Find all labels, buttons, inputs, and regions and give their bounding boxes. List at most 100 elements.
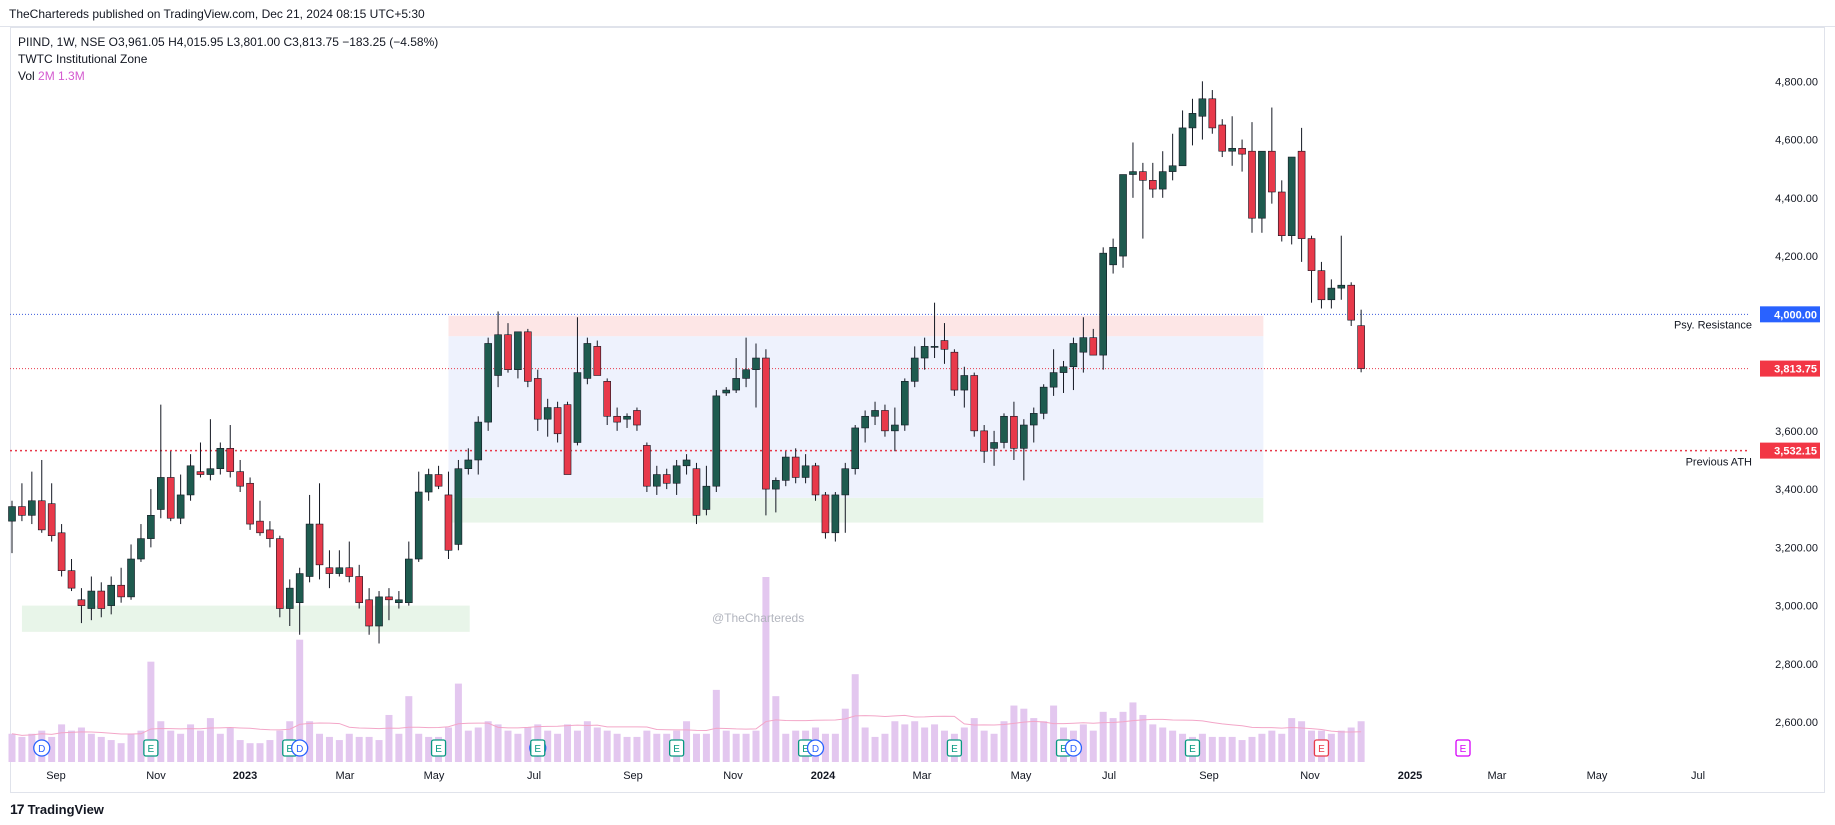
candle-body — [1149, 180, 1157, 190]
candle-body — [1099, 252, 1107, 356]
volume-bar — [177, 733, 185, 762]
volume-bar — [1248, 736, 1256, 762]
candle-body — [226, 448, 235, 472]
x-tick-label: Mar — [1488, 770, 1507, 782]
candle-body — [851, 427, 860, 470]
earnings-marker — [430, 739, 447, 757]
candle-body — [464, 459, 473, 470]
candle-body — [1327, 287, 1336, 301]
volume-bar — [980, 730, 988, 762]
volume-bar — [960, 727, 968, 762]
candle-body — [1020, 424, 1028, 449]
y-tick-label: 4,400.00 — [1775, 193, 1818, 205]
volume-bar — [1149, 724, 1157, 762]
volume-bar — [861, 727, 869, 762]
earnings-marker-label: E — [286, 744, 293, 755]
volume-bar — [1079, 724, 1087, 762]
candle-body — [553, 407, 562, 435]
candle-body — [752, 357, 760, 370]
published-text: TheChartereds published on TradingView.c… — [9, 7, 425, 21]
volume-legend[interactable]: Vol 2M 1.3M — [18, 68, 438, 85]
earnings-marker — [143, 739, 159, 757]
candle-body — [315, 523, 324, 566]
y-tick-label: 4,200.00 — [1775, 251, 1818, 263]
candle-body — [87, 590, 96, 609]
institutional-zone-1 — [21, 605, 470, 632]
candle-body — [900, 381, 909, 426]
candle-body — [305, 523, 314, 577]
volume-bar — [792, 730, 800, 762]
candle-body — [77, 599, 86, 606]
x-tick-label: 2024 — [811, 770, 836, 782]
candle-body — [524, 331, 532, 382]
volume-bar — [1258, 733, 1266, 762]
price-badge — [1760, 306, 1820, 323]
volume-bar — [1169, 730, 1177, 762]
candle-body — [722, 389, 731, 394]
x-tick-label: Mar — [913, 770, 932, 782]
volume-bar — [663, 733, 671, 762]
candle-body — [395, 599, 403, 604]
volume-bar — [1000, 721, 1008, 762]
volume-bar — [77, 727, 85, 762]
candle-body — [1297, 150, 1306, 239]
volume-bar — [345, 733, 353, 762]
volume-bar — [1298, 721, 1306, 762]
candle-body — [950, 351, 959, 391]
price-chart[interactable]: Psy. Resistance Previous ATH 2,600.00 2,800… — [0, 0, 1835, 795]
volume-bar — [306, 721, 314, 762]
candle-body — [147, 515, 155, 539]
volume-bar — [494, 724, 502, 762]
candle-body — [514, 331, 522, 370]
candle-body — [434, 474, 443, 487]
candle-body — [583, 343, 592, 379]
earnings-marker — [946, 739, 963, 757]
earnings-marker-label: E — [951, 744, 958, 755]
volume-bar — [246, 743, 254, 762]
volume-bar — [68, 730, 76, 762]
candle-body — [831, 494, 840, 534]
volume-bar — [256, 743, 264, 762]
volume-bar — [564, 724, 572, 762]
x-tick-label: 2025 — [1398, 770, 1422, 782]
x-tick-label: Nov — [1300, 770, 1320, 782]
volume-bar — [921, 727, 929, 762]
volume-bar — [821, 733, 829, 762]
candle-body — [504, 334, 512, 370]
candle-body — [8, 506, 16, 522]
volume-bar — [583, 721, 591, 762]
volume-bar — [1228, 736, 1236, 762]
candle-body — [861, 415, 869, 429]
candle-body — [256, 520, 264, 534]
candle-body — [157, 477, 165, 510]
dividend-marker — [291, 739, 309, 757]
candle-body — [107, 584, 115, 606]
candle-body — [365, 599, 373, 627]
volume-bar — [405, 696, 413, 762]
volume-bar — [593, 727, 601, 762]
tradingview-logo[interactable]: 17 TradingView — [10, 801, 104, 817]
volume-bar — [643, 730, 651, 762]
candle-body — [176, 494, 185, 519]
candle-body — [801, 465, 810, 478]
volume-bar — [1089, 730, 1097, 762]
candle-body — [117, 584, 125, 598]
volume-bar — [722, 730, 730, 762]
candle-body — [1069, 343, 1078, 368]
volume-bar — [1218, 736, 1226, 762]
candle-body — [1178, 127, 1187, 167]
candle-body — [137, 538, 145, 560]
chart-frame[interactable] — [10, 27, 1825, 793]
candle-body — [325, 567, 334, 574]
candle-body — [414, 491, 423, 560]
volume-bar — [1238, 740, 1246, 762]
author-watermark: @TheChartereds — [712, 611, 805, 625]
indicator-name[interactable]: TWTC Institutional Zone — [18, 52, 148, 66]
volume-bar — [117, 743, 125, 762]
institutional-zone-2 — [448, 497, 1264, 523]
x-tick-label: Sep — [623, 770, 643, 782]
candle-body — [662, 474, 671, 484]
volume-bar — [1288, 718, 1296, 762]
candle-body — [920, 346, 929, 359]
candle-body — [246, 482, 254, 525]
